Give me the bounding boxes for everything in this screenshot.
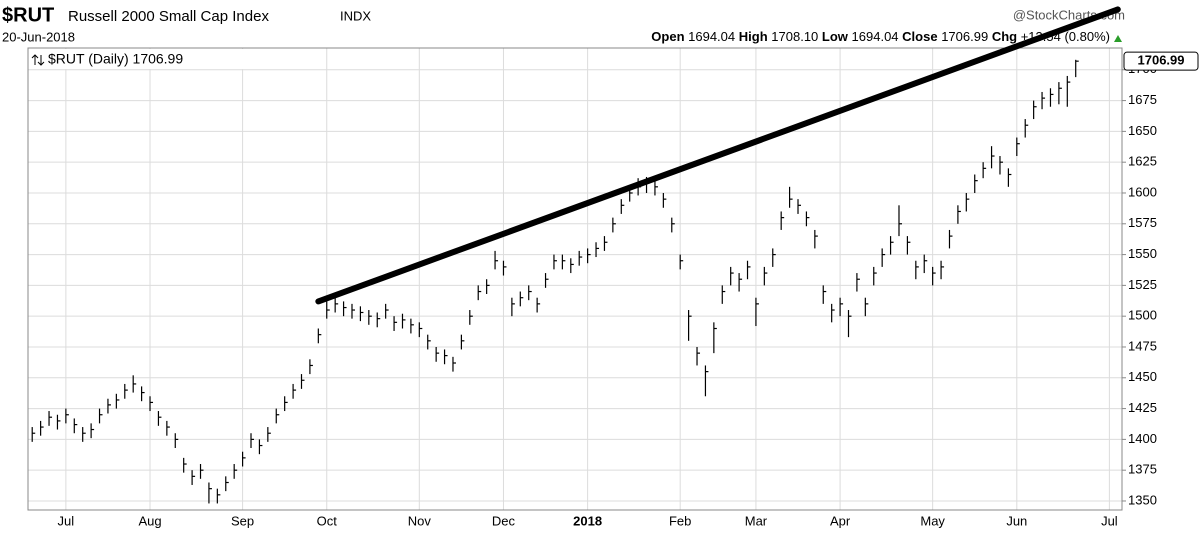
plot-frame: [27, 47, 1123, 511]
value: 1694.04: [688, 29, 735, 44]
last-price: 1706.99: [1138, 53, 1185, 68]
x-tick-label: Jul: [1101, 513, 1118, 528]
value: 1708.10: [771, 29, 818, 44]
y-tick-label: 1475: [1128, 338, 1157, 353]
trendline: [315, 6, 1121, 305]
symbol: $RUT: [2, 4, 54, 26]
exchange: INDX: [340, 8, 371, 23]
label: Chg: [992, 29, 1017, 44]
x-tick-label: Feb: [669, 513, 691, 528]
label: High: [739, 29, 768, 44]
x-tick-label: 2018: [573, 513, 602, 528]
label: Open: [651, 29, 684, 44]
x-tick-label: May: [920, 513, 945, 528]
last-price-box: [1123, 51, 1199, 71]
value: (0.80%): [1064, 29, 1110, 44]
x-tick-label: Dec: [492, 513, 516, 528]
x-tick-label: Apr: [830, 513, 851, 528]
label: Close: [902, 29, 937, 44]
legend-icon: [31, 54, 45, 66]
plot-area: [28, 48, 1122, 510]
y-tick-label: 1575: [1128, 215, 1157, 230]
y-tick-label: 1375: [1128, 462, 1157, 477]
y-tick-label: 1650: [1128, 123, 1157, 138]
x-tick-label: Jun: [1006, 513, 1027, 528]
x-tick-label: Sep: [231, 513, 254, 528]
y-tick-label: 1400: [1128, 431, 1157, 446]
y-tick-label: 1425: [1128, 400, 1157, 415]
y-tick-label: 1550: [1128, 246, 1157, 261]
x-tick-label: Oct: [317, 513, 338, 528]
x-tick-label: Jul: [58, 513, 75, 528]
up-arrow: [1114, 35, 1122, 42]
y-tick-label: 1675: [1128, 92, 1157, 107]
label: Low: [822, 29, 849, 44]
y-tick-label: 1350: [1128, 492, 1157, 507]
index-name: Russell 2000 Small Cap Index: [68, 8, 269, 25]
date: 20-Jun-2018: [2, 29, 75, 44]
x-tick-label: Aug: [138, 513, 161, 528]
value: 1694.04: [852, 29, 899, 44]
y-tick-label: 1500: [1128, 308, 1157, 323]
y-tick-label: 1525: [1128, 277, 1157, 292]
x-tick-label: Mar: [745, 513, 768, 528]
y-tick-label: 1625: [1128, 154, 1157, 169]
y-tick-label: 1600: [1128, 184, 1157, 199]
legend-box: [29, 49, 267, 69]
value: 1706.99: [941, 29, 988, 44]
legend: $RUT (Daily) 1706.99: [48, 51, 183, 67]
x-tick-label: Nov: [408, 513, 432, 528]
y-tick-label: 1450: [1128, 369, 1157, 384]
